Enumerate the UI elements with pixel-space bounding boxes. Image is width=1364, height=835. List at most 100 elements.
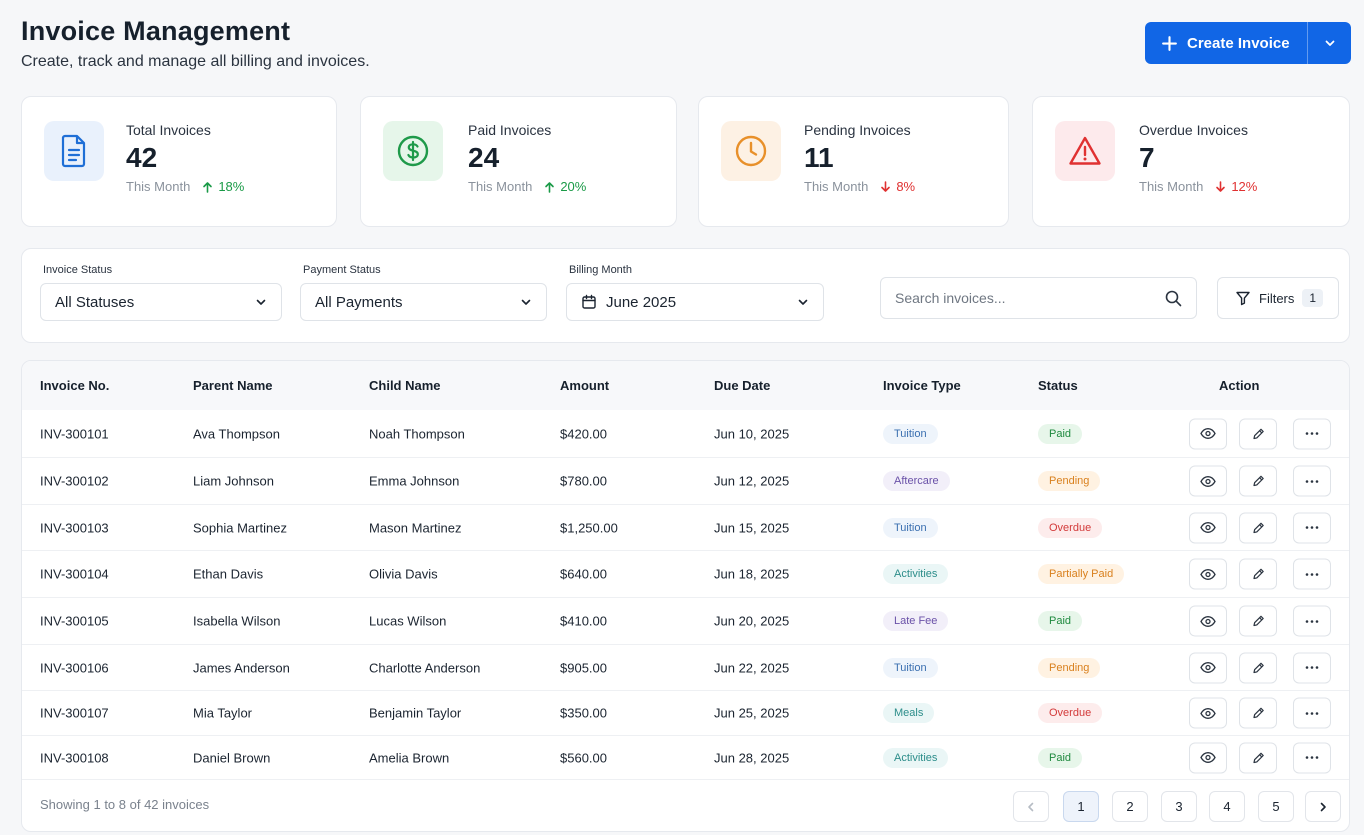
search-icon[interactable]: [1165, 290, 1182, 307]
cell-amount: $640.00: [560, 566, 607, 582]
cell-invoice-number: INV-300101: [40, 426, 109, 441]
more-dots-icon: [1305, 432, 1319, 435]
status-badge: Paid: [1038, 423, 1083, 444]
invoice-type-badge: Meals: [883, 703, 935, 723]
edit-button[interactable]: [1239, 558, 1277, 590]
page-button-2[interactable]: 2: [1112, 791, 1148, 822]
select-value: June 2025: [606, 293, 677, 311]
invoice-status-select[interactable]: All Statuses: [40, 283, 282, 321]
column-header-status[interactable]: Status: [1038, 378, 1078, 393]
edit-button[interactable]: [1239, 697, 1277, 729]
create-invoice-button[interactable]: Create Invoice: [1145, 22, 1307, 64]
table-row: INV-300104 Ethan Davis Olivia Davis $640.00…: [22, 551, 1349, 598]
pencil-icon: [1252, 707, 1264, 719]
edit-button[interactable]: [1239, 465, 1277, 497]
edit-button[interactable]: [1239, 418, 1277, 449]
more-options-button[interactable]: [1293, 465, 1331, 497]
stat-icon-box: [721, 121, 781, 181]
invoice-type-badge: Activities: [883, 747, 949, 768]
pencil-icon: [1252, 662, 1264, 673]
page-subtitle: Create, track and manage all billing and…: [21, 53, 370, 70]
stat-label: Paid Invoices: [468, 122, 552, 138]
stat-trend: 18%: [202, 179, 244, 194]
edit-button[interactable]: [1239, 605, 1277, 637]
view-button[interactable]: [1189, 465, 1227, 497]
warning-triangle-icon: [1069, 136, 1101, 165]
billing-month-select[interactable]: June 2025: [566, 283, 824, 321]
cell-parent-name: Ava Thompson: [193, 426, 280, 441]
clock-icon: [735, 135, 767, 167]
edit-button[interactable]: [1239, 742, 1277, 773]
page-button-5[interactable]: 5: [1258, 791, 1294, 822]
view-button[interactable]: [1189, 558, 1227, 590]
table-header: Invoice No. Parent Name Child Name Amoun…: [22, 361, 1349, 410]
filters-button[interactable]: Filters 1: [1217, 277, 1339, 319]
edit-button[interactable]: [1239, 652, 1277, 683]
pencil-icon: [1252, 522, 1264, 533]
view-button[interactable]: [1189, 742, 1227, 773]
invoice-type-badge: Late Fee: [883, 611, 949, 631]
pencil-icon: [1252, 615, 1264, 627]
table-row: INV-300107 Mia Taylor Benjamin Taylor $350.…: [22, 691, 1349, 736]
cell-due-date: Jun 12, 2025: [714, 473, 790, 489]
select-value: All Payments: [315, 293, 403, 311]
cell-due-date: Jun 10, 2025: [714, 426, 790, 441]
view-button[interactable]: [1189, 652, 1227, 683]
chevron-right-icon: [1320, 802, 1326, 811]
column-header-due-date[interactable]: Due Date: [714, 378, 771, 393]
create-invoice-dropdown-button[interactable]: [1308, 22, 1351, 64]
cell-invoice-number: INV-300103: [40, 520, 109, 535]
stat-period: This Month: [1139, 179, 1204, 194]
more-options-button[interactable]: [1293, 512, 1331, 543]
page-button-4[interactable]: 4: [1209, 791, 1245, 822]
invoice-type-badge: Tuition: [883, 657, 938, 678]
page-button-3[interactable]: 3: [1161, 791, 1197, 822]
column-header-invoice-no[interactable]: Invoice No.: [40, 378, 110, 393]
more-dots-icon: [1305, 479, 1319, 483]
eye-icon: [1200, 428, 1216, 439]
column-header-amount[interactable]: Amount: [560, 378, 610, 393]
cell-amount: $560.00: [560, 750, 607, 765]
edit-button[interactable]: [1239, 512, 1277, 543]
table-row: INV-300106 James Anderson Charlotte Anders…: [22, 645, 1349, 691]
cell-due-date: Jun 15, 2025: [714, 520, 790, 535]
view-button[interactable]: [1189, 697, 1227, 729]
more-options-button[interactable]: [1293, 742, 1331, 773]
more-options-button[interactable]: [1293, 605, 1331, 637]
payment-status-select[interactable]: All Payments: [300, 283, 547, 321]
prev-page-button[interactable]: [1013, 791, 1049, 822]
view-button[interactable]: [1189, 418, 1227, 449]
more-options-button[interactable]: [1293, 652, 1331, 683]
cell-amount: $420.00: [560, 426, 607, 441]
cell-invoice-number: INV-300102: [40, 473, 109, 489]
more-options-button[interactable]: [1293, 418, 1331, 449]
cell-due-date: Jun 22, 2025: [714, 660, 790, 675]
cell-child-name: Amelia Brown: [369, 750, 450, 765]
cell-parent-name: Ethan Davis: [193, 566, 264, 582]
payment-status-filter: Payment Status All Payments: [300, 264, 547, 321]
stat-card-pending: Pending Invoices 11 This Month 8%: [698, 96, 1009, 227]
status-badge: Paid: [1038, 611, 1083, 631]
page-button-1[interactable]: 1: [1063, 791, 1099, 822]
cell-invoice-number: INV-300106: [40, 660, 109, 675]
column-header-child-name[interactable]: Child Name: [369, 378, 441, 393]
cell-child-name: Olivia Davis: [369, 566, 438, 582]
chevron-down-icon: [521, 299, 531, 305]
cell-parent-name: James Anderson: [193, 660, 290, 675]
search-input[interactable]: [895, 290, 1145, 306]
column-header-invoice-type[interactable]: Invoice Type: [883, 378, 961, 393]
cell-child-name: Charlotte Anderson: [369, 660, 481, 675]
invoice-type-badge: Activities: [883, 564, 949, 584]
more-dots-icon: [1305, 526, 1319, 529]
more-options-button[interactable]: [1293, 558, 1331, 590]
view-button[interactable]: [1189, 605, 1227, 637]
view-button[interactable]: [1189, 512, 1227, 543]
next-page-button[interactable]: [1305, 791, 1341, 822]
cell-due-date: Jun 28, 2025: [714, 750, 790, 765]
invoice-type-badge: Tuition: [883, 423, 938, 444]
chevron-down-icon: [798, 299, 808, 305]
more-options-button[interactable]: [1293, 697, 1331, 729]
create-invoice-button-group[interactable]: Create Invoice: [1145, 22, 1351, 64]
status-badge: Partially Paid: [1038, 564, 1125, 584]
column-header-parent-name[interactable]: Parent Name: [193, 378, 273, 393]
